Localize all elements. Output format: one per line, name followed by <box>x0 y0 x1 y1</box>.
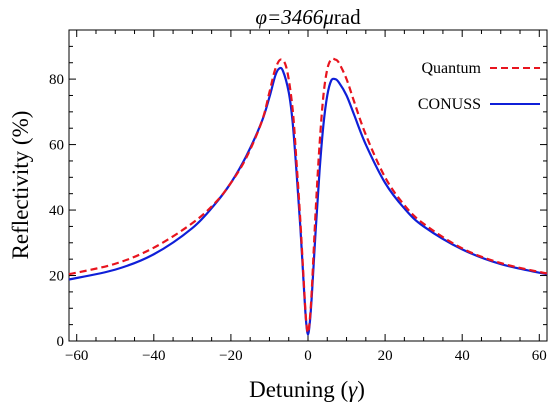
chart-title-unit-greek: μ <box>322 5 334 29</box>
y-tick-label: 20 <box>49 269 64 285</box>
series-line-quantum <box>68 57 548 334</box>
x-tick-label: 60 <box>532 348 547 364</box>
chart-title-prefix: φ=3466 <box>255 5 323 29</box>
y-tick-label: 0 <box>57 334 65 350</box>
chart-title: φ=3466μrad <box>255 5 361 29</box>
series-layer <box>68 57 548 336</box>
y-tick-label: 40 <box>49 203 64 219</box>
y-tick-label: 60 <box>49 138 64 154</box>
x-axis-title: Detuning (γ) <box>249 377 365 402</box>
y-axis-title: Reflectivity (%) <box>8 111 33 260</box>
x-tick-label: −60 <box>65 348 88 364</box>
x-axis-title-text: Detuning ( <box>249 377 348 402</box>
x-tick-label: −20 <box>219 348 242 364</box>
x-tick-label: −40 <box>142 348 165 364</box>
legend-label-quantum: Quantum <box>421 60 481 77</box>
x-axis-title-close: ) <box>357 377 365 402</box>
y-tick-label: 80 <box>49 72 64 88</box>
legend: Quantum CONUSS <box>418 60 540 113</box>
x-axis-title-symbol: γ <box>348 377 358 402</box>
x-tick-label: 40 <box>455 348 470 364</box>
x-tick-label: 20 <box>378 348 393 364</box>
chart-title-unit-rest: rad <box>334 5 361 29</box>
legend-label-conuss: CONUSS <box>418 96 481 113</box>
axis-ticks: −60 −40 −20 0 20 40 60 0 20 40 60 80 <box>49 30 547 364</box>
x-tick-label: 0 <box>304 348 312 364</box>
